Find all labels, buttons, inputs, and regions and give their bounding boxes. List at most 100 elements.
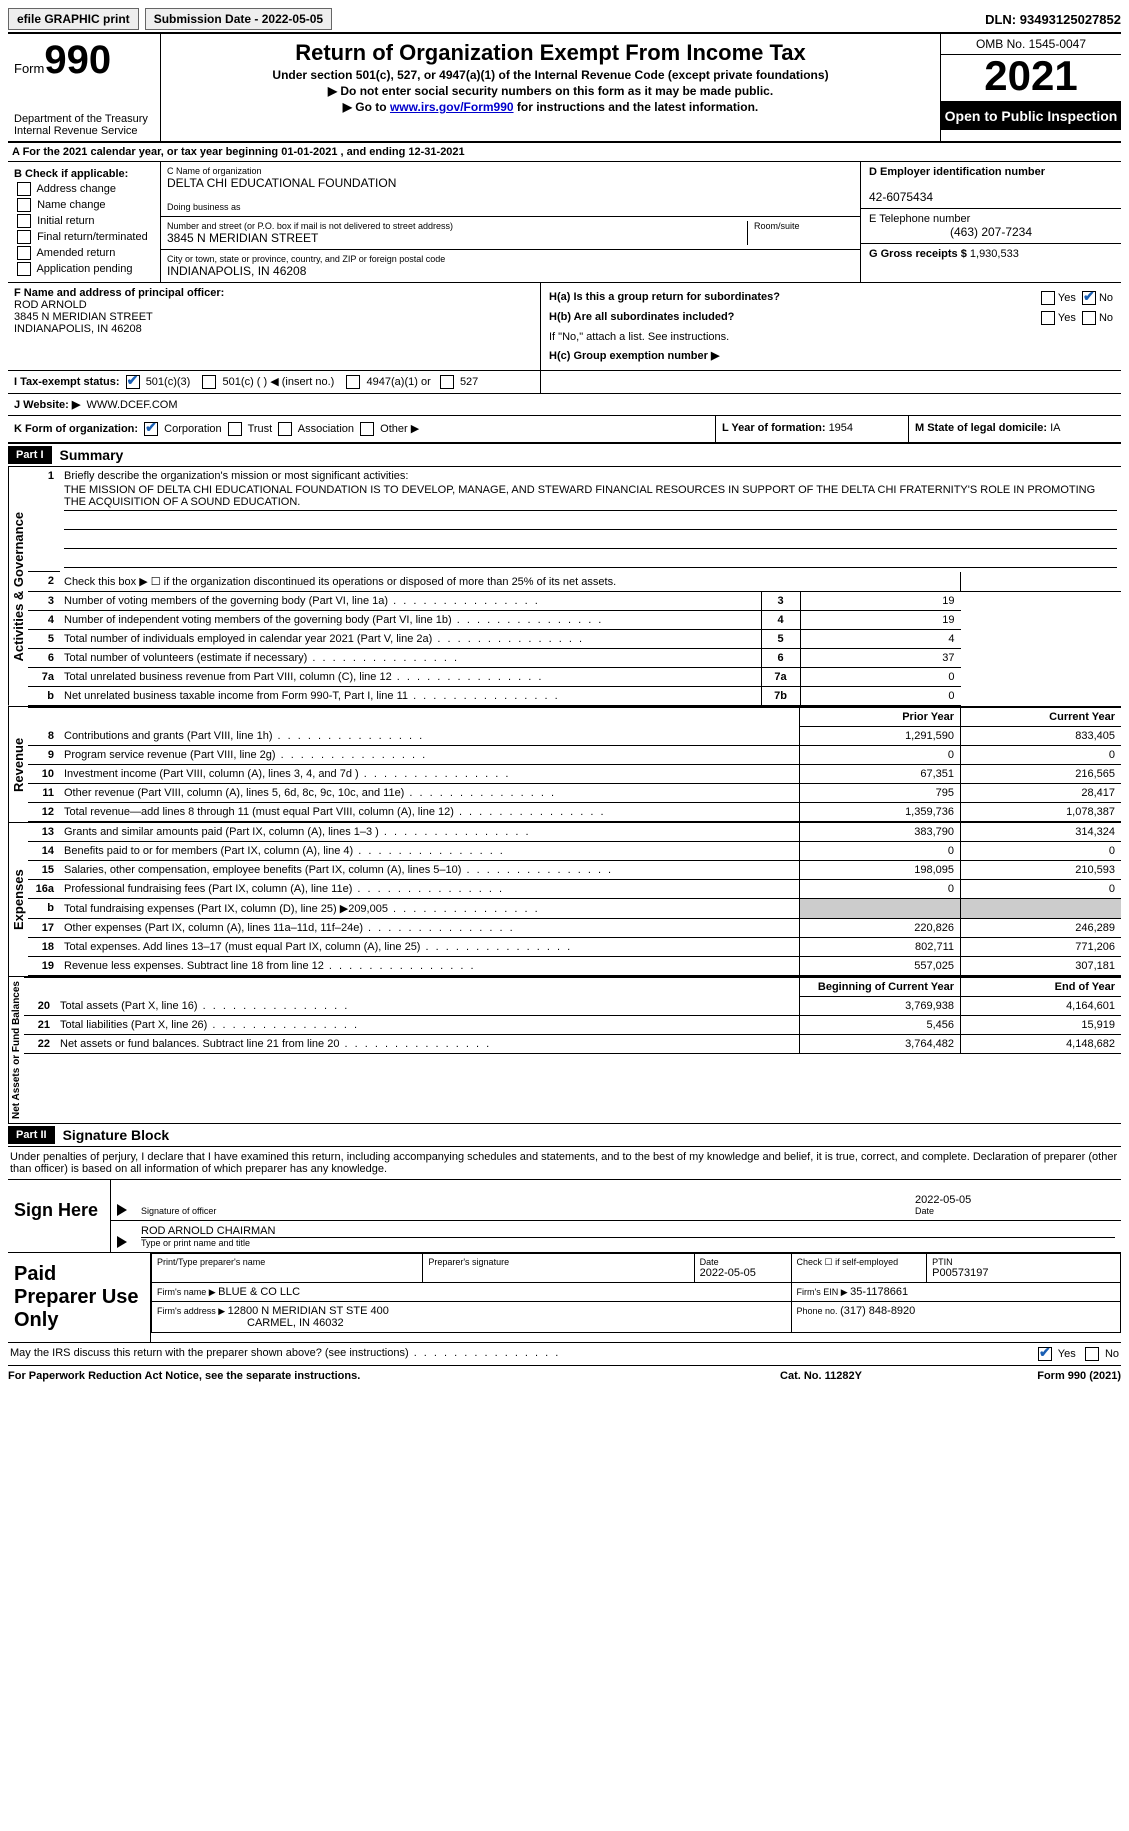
cb-name-change[interactable]: Name change — [14, 198, 154, 212]
part1-title: Summary — [60, 444, 124, 466]
line-text: Program service revenue (Part VIII, line… — [60, 745, 800, 764]
sig-officer-label: Signature of officer — [141, 1206, 905, 1216]
dln-label: DLN: — [985, 12, 1020, 27]
room-label: Room/suite — [754, 221, 854, 231]
sig-name: ROD ARNOLD CHAIRMAN — [141, 1225, 1115, 1237]
line-text: Grants and similar amounts paid (Part IX… — [60, 823, 800, 842]
table-row: 4 Number of independent voting members o… — [28, 610, 1121, 629]
hb-no[interactable] — [1082, 311, 1096, 325]
hc-cell — [541, 371, 1121, 393]
ha-label: H(a) Is this a group return for subordin… — [549, 291, 780, 303]
cb-4947[interactable] — [346, 375, 360, 389]
note2-pre: ▶ Go to — [343, 100, 390, 114]
cb-label-5: Application pending — [36, 263, 132, 275]
line-num: b — [28, 898, 60, 918]
mission-label: Briefly describe the organization's miss… — [64, 470, 408, 482]
line-text: Number of voting members of the governin… — [60, 591, 761, 610]
subdate-label: Submission Date - — [154, 12, 262, 26]
open-inspection: Open to Public Inspection — [941, 102, 1121, 130]
line-num: 3 — [28, 591, 60, 610]
line-ref: 5 — [761, 629, 800, 648]
hb-yes-l: Yes — [1058, 312, 1076, 324]
cb-501c[interactable] — [202, 375, 216, 389]
prior-val: 3,764,482 — [800, 1034, 961, 1053]
section-h-group: H(a) Is this a group return for subordin… — [541, 283, 1121, 370]
dln-value: 93493125027852 — [1020, 12, 1121, 27]
org-name-label: C Name of organization — [167, 166, 854, 176]
ha-no[interactable] — [1082, 291, 1096, 305]
discuss-no[interactable] — [1085, 1347, 1099, 1361]
prior-val: 0 — [800, 841, 961, 860]
cb-501c3[interactable] — [126, 375, 140, 389]
check-self: Check ☐ if self-employed — [797, 1257, 922, 1268]
table-row: b Total fundraising expenses (Part IX, c… — [28, 898, 1121, 918]
part2-title: Signature Block — [63, 1124, 170, 1146]
note2-post: for instructions and the latest informat… — [514, 100, 759, 114]
arrow-icon-2 — [117, 1236, 127, 1248]
header-left: Form990 Department of the Treasury Inter… — [8, 34, 161, 141]
cb-amended[interactable]: Amended return — [14, 246, 154, 260]
side-rev: Revenue — [8, 707, 28, 822]
cb-app-pending[interactable]: Application pending — [14, 262, 154, 276]
fphone-label: Phone no. — [797, 1306, 841, 1316]
m-label: M State of legal domicile: — [915, 422, 1050, 434]
fein-label: Firm's EIN ▶ — [797, 1287, 851, 1297]
cb-final-return[interactable]: Final return/terminated — [14, 230, 154, 244]
ha-no-l: No — [1099, 292, 1113, 304]
cb-527[interactable] — [440, 375, 454, 389]
col-c-org: C Name of organization DELTA CHI EDUCATI… — [161, 162, 861, 282]
line-num: 15 — [28, 860, 60, 879]
line-num: 14 — [28, 841, 60, 860]
line-num: 17 — [28, 918, 60, 937]
line-num: 12 — [28, 802, 60, 821]
ha-yes[interactable] — [1041, 291, 1055, 305]
prior-val: 795 — [800, 783, 961, 802]
line-text: Investment income (Part VIII, column (A)… — [60, 764, 800, 783]
cb-assoc[interactable] — [278, 422, 292, 436]
line-val: 19 — [800, 610, 961, 629]
col-d-ids: D Employer identification number 42-6075… — [861, 162, 1121, 282]
sign-here-label: Sign Here — [8, 1180, 111, 1252]
cb-label-0: Address change — [36, 183, 116, 195]
form-label: Form — [14, 61, 44, 76]
cb-other[interactable] — [360, 422, 374, 436]
hb-yes[interactable] — [1041, 311, 1055, 325]
line-num: 21 — [24, 1015, 56, 1034]
hb-no-l: No — [1099, 312, 1113, 324]
line-num: 8 — [28, 727, 60, 746]
gross-box: G Gross receipts $ 1,930,533 — [861, 244, 1121, 264]
submission-date-button[interactable]: Submission Date - 2022-05-05 — [145, 8, 332, 30]
side-ag: Activities & Governance — [8, 467, 28, 706]
line-num: 6 — [28, 648, 60, 667]
line-text: Contributions and grants (Part VIII, lin… — [60, 727, 800, 746]
sig-name-label: Type or print name and title — [141, 1237, 1115, 1248]
section-netassets: Net Assets or Fund Balances Beginning of… — [8, 977, 1121, 1124]
line-text: Total unrelated business revenue from Pa… — [60, 667, 761, 686]
form990-link[interactable]: www.irs.gov/Form990 — [390, 100, 514, 114]
curr-val: 4,164,601 — [961, 997, 1122, 1016]
cb-initial-return[interactable]: Initial return — [14, 214, 154, 228]
prior-val: 198,095 — [800, 860, 961, 879]
efile-print-button[interactable]: efile GRAPHIC print — [8, 8, 139, 30]
curr-val: 0 — [961, 879, 1122, 898]
fein: 35-1178661 — [850, 1286, 908, 1298]
l-label: L Year of formation: — [722, 422, 829, 434]
tel-label: E Telephone number — [869, 213, 1113, 225]
org-name: DELTA CHI EDUCATIONAL FOUNDATION — [167, 176, 854, 190]
line-text: Other expenses (Part IX, column (A), lin… — [60, 918, 800, 937]
curr-val: 0 — [961, 841, 1122, 860]
row-a-taxyear: A For the 2021 calendar year, or tax yea… — [8, 143, 1121, 162]
penalty-statement: Under penalties of perjury, I declare th… — [8, 1147, 1121, 1180]
prior-val: 67,351 — [800, 764, 961, 783]
prior-val: 1,359,736 — [800, 802, 961, 821]
line-text: Total number of individuals employed in … — [60, 629, 761, 648]
cb-address-change[interactable]: Address change — [14, 182, 154, 196]
discuss-yes[interactable] — [1038, 1347, 1052, 1361]
curr-val: 307,181 — [961, 956, 1122, 975]
line-val: 4 — [800, 629, 961, 648]
cb-trust[interactable] — [228, 422, 242, 436]
table-row: 16a Professional fundraising fees (Part … — [28, 879, 1121, 898]
cb-corp[interactable] — [144, 422, 158, 436]
discuss-row: May the IRS discuss this return with the… — [8, 1342, 1121, 1365]
line-text: Revenue less expenses. Subtract line 18 … — [60, 956, 800, 975]
